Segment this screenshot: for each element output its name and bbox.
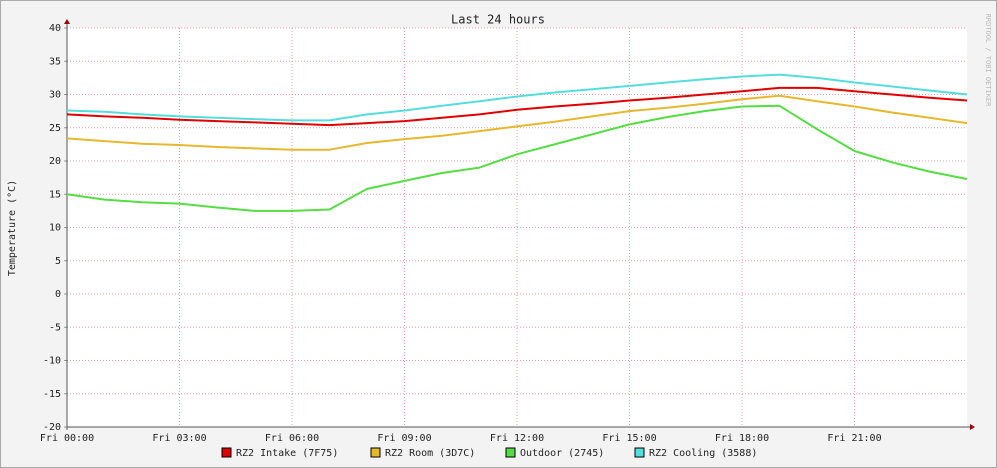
y-tick-label: -5 <box>49 322 61 333</box>
y-tick-label: 30 <box>49 90 61 101</box>
x-tick-label: Fri 18:00 <box>715 433 769 444</box>
legend-label: RZ2 Intake (7F75) <box>236 448 338 459</box>
y-tick-label: -20 <box>43 422 61 433</box>
legend-swatch <box>370 447 381 458</box>
series-line <box>66 86 968 127</box>
y-tick-label: 10 <box>49 223 61 234</box>
x-tick-label: Fri 12:00 <box>490 433 544 444</box>
y-tick-label: -15 <box>43 389 61 400</box>
series-line <box>66 104 968 212</box>
series-line <box>66 94 968 151</box>
y-tick-label: 20 <box>49 156 61 167</box>
legend-swatch <box>634 447 645 458</box>
legend-label: Outdoor (2745) <box>520 448 604 459</box>
legend-swatch <box>505 447 516 458</box>
x-tick-label: Fri 09:00 <box>377 433 431 444</box>
y-tick-label: 40 <box>49 23 61 34</box>
y-tick-label: 5 <box>55 256 61 267</box>
y-tick-label: 15 <box>49 189 61 200</box>
x-tick-label: Fri 21:00 <box>827 433 881 444</box>
series-line <box>66 73 968 122</box>
watermark: RRDTOOL / TOBI OETIKER <box>984 14 992 108</box>
x-tick-label: Fri 15:00 <box>602 433 656 444</box>
x-tick-label: Fri 06:00 <box>265 433 319 444</box>
y-tick-label: 0 <box>55 289 61 300</box>
legend-swatch <box>221 447 232 458</box>
x-tick-label: Fri 00:00 <box>40 433 94 444</box>
y-axis-arrow <box>64 19 70 24</box>
y-tick-label: 35 <box>49 56 61 67</box>
x-tick-label: Fri 03:00 <box>152 433 206 444</box>
x-axis-arrow <box>970 424 975 430</box>
y-tick-label: -10 <box>43 356 61 367</box>
chart-title: Last 24 hours <box>451 13 545 27</box>
legend-label: RZ2 Room (3D7C) <box>385 448 475 459</box>
y-axis-label: Temperature (°C) <box>7 180 18 276</box>
legend-label: RZ2 Cooling (3588) <box>649 448 757 459</box>
y-tick-label: 25 <box>49 123 61 134</box>
